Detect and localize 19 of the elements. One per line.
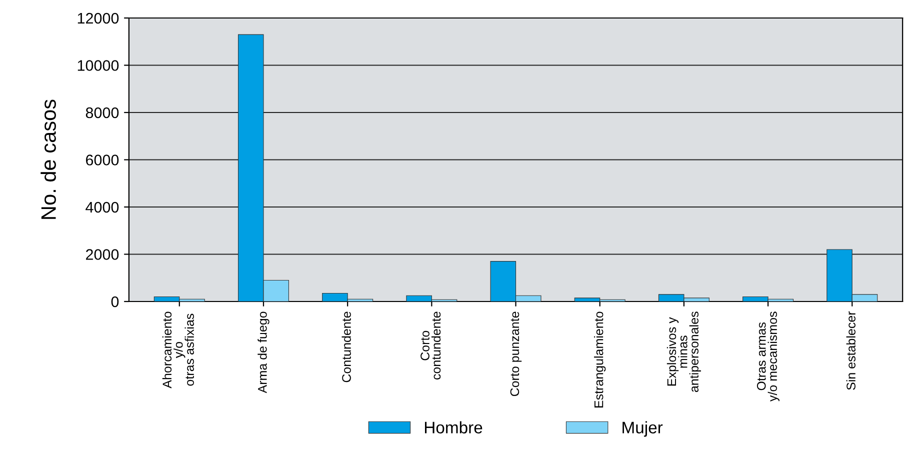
legend-label: Mujer <box>622 421 663 437</box>
x-tick-label: Otras armas y/o mecanismos <box>756 312 780 402</box>
x-tick-label: Corto contundente <box>420 312 441 380</box>
y-tick-label: 0 <box>111 296 119 308</box>
y-axis-title: No. de casos <box>40 100 56 219</box>
y-tick-label: 12000 <box>78 12 119 24</box>
x-tick-label: Explosivos y minas antipersonales <box>666 312 701 392</box>
y-tick-label: 2000 <box>86 249 119 260</box>
y-tick-label: 10000 <box>78 60 119 71</box>
y-tick-label: 8000 <box>86 107 119 118</box>
legend-label: Hombre <box>424 421 482 434</box>
y-tick-label: 4000 <box>86 202 119 213</box>
x-tick-label: Arma de fuego <box>258 312 270 394</box>
x-tick-label: Ahorcamiento y/o otras asfixias <box>162 312 194 388</box>
x-tick-label: Estrangulamiento <box>594 312 606 408</box>
x-tick-label: Contundente <box>342 312 351 382</box>
x-tick-label: Sin establecer <box>846 311 856 390</box>
y-tick-label: 6000 <box>86 154 119 166</box>
x-tick-label: Corto punzante <box>510 312 522 396</box>
